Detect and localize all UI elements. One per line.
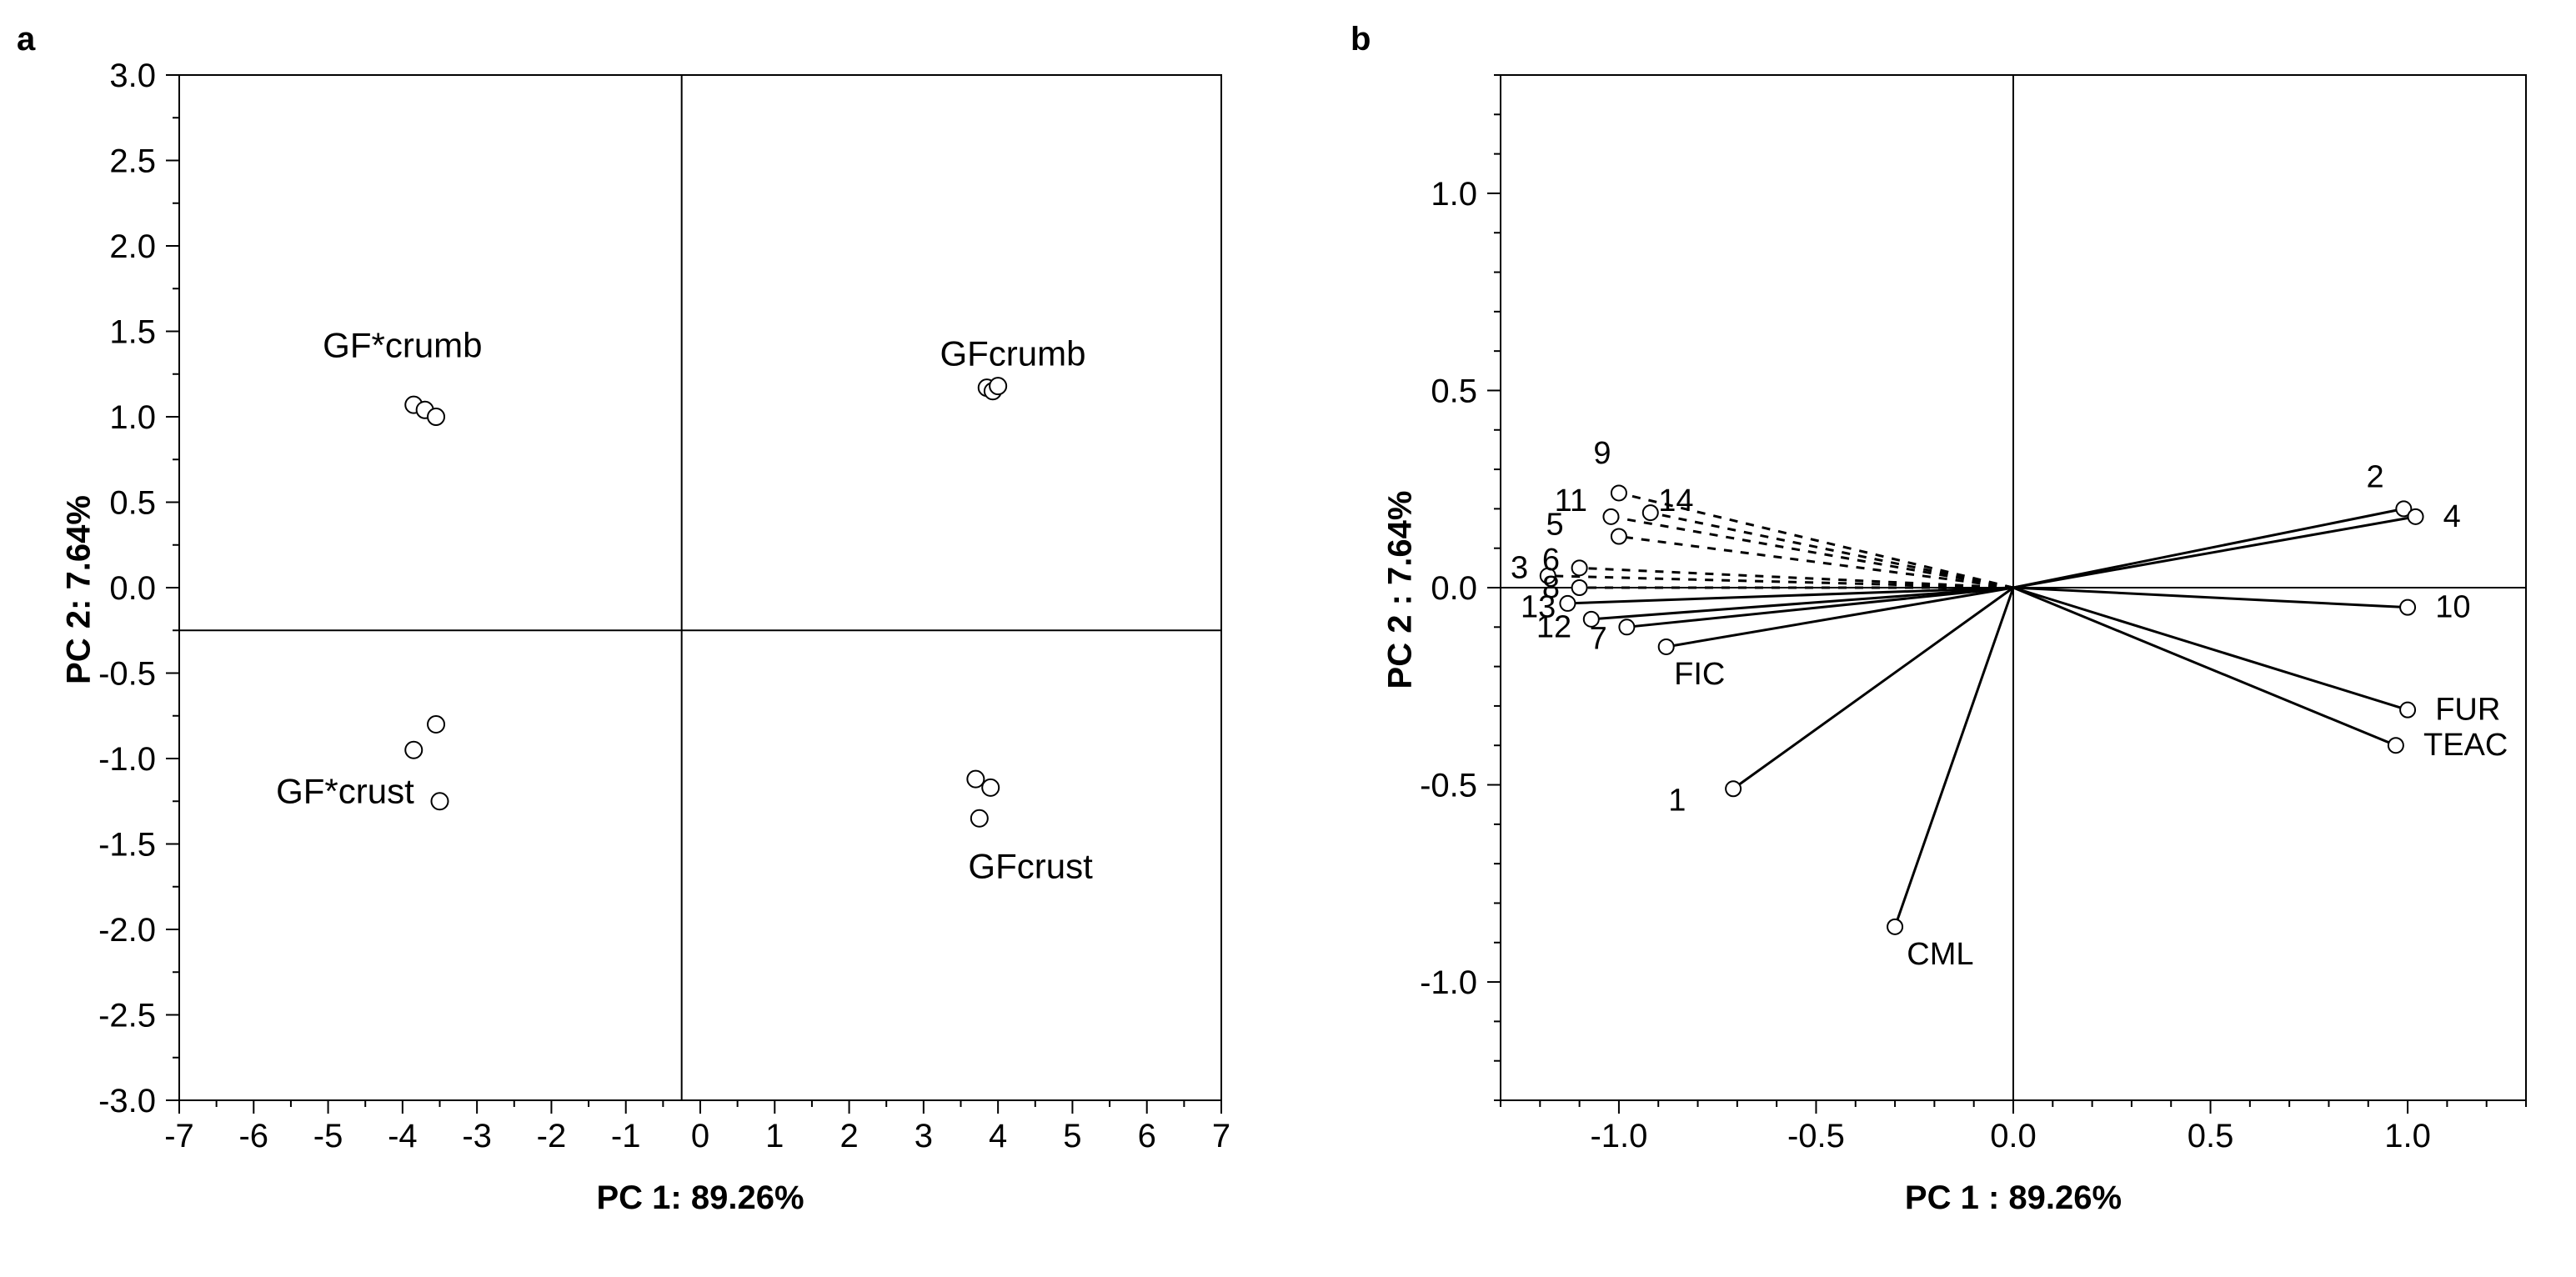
svg-text:4: 4 bbox=[2443, 499, 2461, 534]
panel-b-plot: -1.0-0.50.00.51.0-1.0-0.50.00.51.0123456… bbox=[1501, 75, 2526, 1100]
svg-text:2.5: 2.5 bbox=[109, 143, 156, 180]
svg-text:GF*crumb: GF*crumb bbox=[323, 325, 482, 364]
svg-text:-6: -6 bbox=[238, 1118, 268, 1154]
svg-text:2: 2 bbox=[839, 1118, 858, 1154]
svg-text:0.5: 0.5 bbox=[109, 485, 156, 522]
svg-text:10: 10 bbox=[2435, 590, 2470, 625]
svg-text:14: 14 bbox=[1658, 483, 1693, 518]
svg-text:-3: -3 bbox=[462, 1118, 492, 1154]
svg-text:-1: -1 bbox=[611, 1118, 641, 1154]
svg-text:2: 2 bbox=[2367, 460, 2384, 495]
svg-text:11: 11 bbox=[1555, 483, 1587, 518]
svg-text:-1.5: -1.5 bbox=[98, 827, 156, 864]
panel-b-label: b bbox=[1351, 21, 1371, 58]
svg-text:3.0: 3.0 bbox=[109, 58, 156, 94]
svg-text:-0.5: -0.5 bbox=[1787, 1118, 1845, 1154]
svg-text:9: 9 bbox=[1593, 436, 1611, 471]
svg-text:-1.0: -1.0 bbox=[98, 741, 156, 778]
svg-text:TEAC: TEAC bbox=[2423, 728, 2508, 763]
svg-text:1.0: 1.0 bbox=[2384, 1118, 2431, 1154]
svg-text:5: 5 bbox=[1063, 1118, 1081, 1154]
svg-text:1.0: 1.0 bbox=[1431, 176, 1477, 213]
svg-text:2.0: 2.0 bbox=[109, 228, 156, 265]
svg-text:6: 6 bbox=[1138, 1118, 1156, 1154]
svg-text:13: 13 bbox=[1521, 590, 1556, 625]
panel-a-plot: -7-6-5-4-3-2-101234567-3.0-2.5-2.0-1.5-1… bbox=[179, 75, 1221, 1100]
svg-text:7: 7 bbox=[1212, 1118, 1230, 1154]
svg-text:FUR: FUR bbox=[2435, 693, 2500, 728]
svg-text:-2.0: -2.0 bbox=[98, 912, 156, 949]
panel-a-xlabel: PC 1: 89.26% bbox=[179, 1179, 1221, 1217]
svg-text:GFcrust: GFcrust bbox=[968, 847, 1093, 886]
svg-text:0.0: 0.0 bbox=[1431, 570, 1477, 607]
svg-text:GFcrumb: GFcrumb bbox=[940, 334, 1085, 373]
svg-text:0.0: 0.0 bbox=[109, 570, 156, 607]
svg-text:4: 4 bbox=[989, 1118, 1007, 1154]
svg-text:1: 1 bbox=[1668, 783, 1686, 818]
svg-text:0.0: 0.0 bbox=[1990, 1118, 2037, 1154]
svg-text:3: 3 bbox=[1511, 550, 1528, 585]
svg-text:CML: CML bbox=[1907, 937, 1973, 972]
svg-text:-7: -7 bbox=[164, 1118, 194, 1154]
panel-b-xlabel: PC 1 : 89.26% bbox=[1501, 1179, 2526, 1217]
panel-a-ylabel: PC 2: 7.64% bbox=[61, 465, 98, 715]
svg-text:-0.5: -0.5 bbox=[1420, 768, 1477, 804]
svg-text:-1.0: -1.0 bbox=[1590, 1118, 1647, 1154]
svg-text:1.0: 1.0 bbox=[109, 399, 156, 436]
svg-text:-2: -2 bbox=[537, 1118, 567, 1154]
svg-text:-2.5: -2.5 bbox=[98, 998, 156, 1034]
svg-text:-5: -5 bbox=[313, 1118, 343, 1154]
svg-text:-3.0: -3.0 bbox=[98, 1083, 156, 1119]
svg-text:FIC: FIC bbox=[1674, 657, 1725, 692]
svg-text:0.5: 0.5 bbox=[1431, 373, 1477, 409]
panel-b-ylabel: PC 2 : 7.64% bbox=[1382, 465, 1420, 715]
svg-text:1: 1 bbox=[765, 1118, 784, 1154]
svg-text:0: 0 bbox=[691, 1118, 709, 1154]
svg-text:0.5: 0.5 bbox=[2188, 1118, 2234, 1154]
svg-text:1.5: 1.5 bbox=[109, 314, 156, 351]
svg-text:-4: -4 bbox=[388, 1118, 418, 1154]
svg-text:3: 3 bbox=[915, 1118, 933, 1154]
svg-text:-0.5: -0.5 bbox=[98, 656, 156, 693]
svg-text:GF*crust: GF*crust bbox=[276, 771, 414, 810]
panel-a-label: a bbox=[17, 21, 35, 58]
svg-text:-1.0: -1.0 bbox=[1420, 964, 1477, 1001]
pca-figure: a b -7-6-5-4-3-2-101234567-3.0-2.5-2.0-1… bbox=[0, 0, 2576, 1277]
